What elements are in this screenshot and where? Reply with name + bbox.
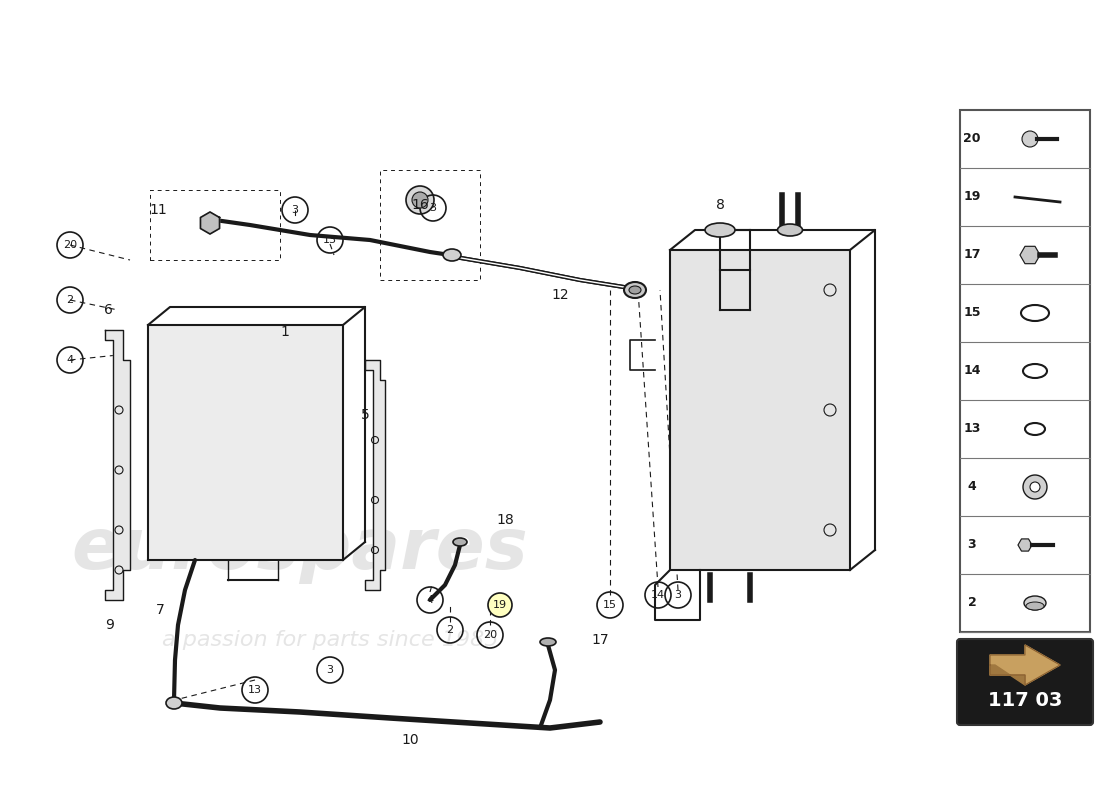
Text: 14: 14	[964, 365, 981, 378]
Text: 117 03: 117 03	[988, 690, 1063, 710]
Polygon shape	[990, 645, 1060, 685]
Polygon shape	[990, 665, 1025, 685]
Text: 3: 3	[327, 665, 333, 675]
Text: 20: 20	[483, 630, 497, 640]
Text: 13: 13	[248, 685, 262, 695]
Text: 18: 18	[496, 513, 514, 527]
Text: 17: 17	[964, 249, 981, 262]
Text: 20: 20	[964, 133, 981, 146]
Bar	[960, 110, 1090, 632]
Text: 8: 8	[716, 198, 725, 212]
Text: 17: 17	[591, 633, 608, 647]
Ellipse shape	[629, 286, 641, 294]
Text: 3: 3	[292, 205, 298, 215]
Text: 2: 2	[968, 597, 977, 610]
Text: 4: 4	[968, 481, 977, 494]
Text: 13: 13	[964, 422, 981, 435]
Text: 19: 19	[493, 600, 507, 610]
Text: 15: 15	[964, 306, 981, 319]
FancyBboxPatch shape	[957, 639, 1093, 725]
Ellipse shape	[443, 249, 461, 261]
Text: a passion for parts since 1985: a passion for parts since 1985	[162, 630, 498, 650]
Text: 3: 3	[429, 203, 437, 213]
Circle shape	[406, 186, 434, 214]
Text: 4: 4	[427, 595, 433, 605]
Text: 5: 5	[361, 408, 370, 422]
Text: 14: 14	[651, 590, 666, 600]
Circle shape	[1030, 482, 1040, 492]
Circle shape	[1022, 131, 1038, 147]
Ellipse shape	[1026, 602, 1044, 610]
Text: 15: 15	[603, 600, 617, 610]
Circle shape	[1023, 475, 1047, 499]
Circle shape	[412, 192, 428, 208]
Text: 13: 13	[323, 235, 337, 245]
Text: 11: 11	[150, 203, 167, 217]
Ellipse shape	[624, 282, 646, 298]
Ellipse shape	[453, 538, 468, 546]
Text: 3: 3	[674, 590, 682, 600]
Text: 6: 6	[103, 303, 112, 317]
Text: 2: 2	[66, 295, 74, 305]
Ellipse shape	[1024, 596, 1046, 610]
Ellipse shape	[778, 224, 803, 236]
Polygon shape	[104, 330, 130, 600]
Text: 20: 20	[63, 240, 77, 250]
Text: 9: 9	[106, 618, 114, 632]
Text: eurospares: eurospares	[72, 515, 528, 585]
Polygon shape	[200, 212, 220, 234]
Polygon shape	[365, 360, 385, 590]
Bar	[670, 250, 850, 570]
Text: 2: 2	[447, 625, 453, 635]
Ellipse shape	[166, 697, 182, 709]
Ellipse shape	[201, 216, 219, 230]
Text: 16: 16	[411, 198, 429, 212]
Text: 3: 3	[968, 538, 977, 551]
Text: 19: 19	[964, 190, 981, 203]
Circle shape	[488, 593, 512, 617]
Bar	[148, 325, 343, 560]
Polygon shape	[1020, 246, 1040, 264]
Text: 1: 1	[280, 325, 289, 339]
Text: 12: 12	[551, 288, 569, 302]
Text: 4: 4	[66, 355, 74, 365]
Ellipse shape	[540, 638, 556, 646]
Text: 10: 10	[402, 733, 419, 747]
Polygon shape	[1018, 539, 1032, 551]
Text: 7: 7	[155, 603, 164, 617]
Ellipse shape	[705, 223, 735, 237]
